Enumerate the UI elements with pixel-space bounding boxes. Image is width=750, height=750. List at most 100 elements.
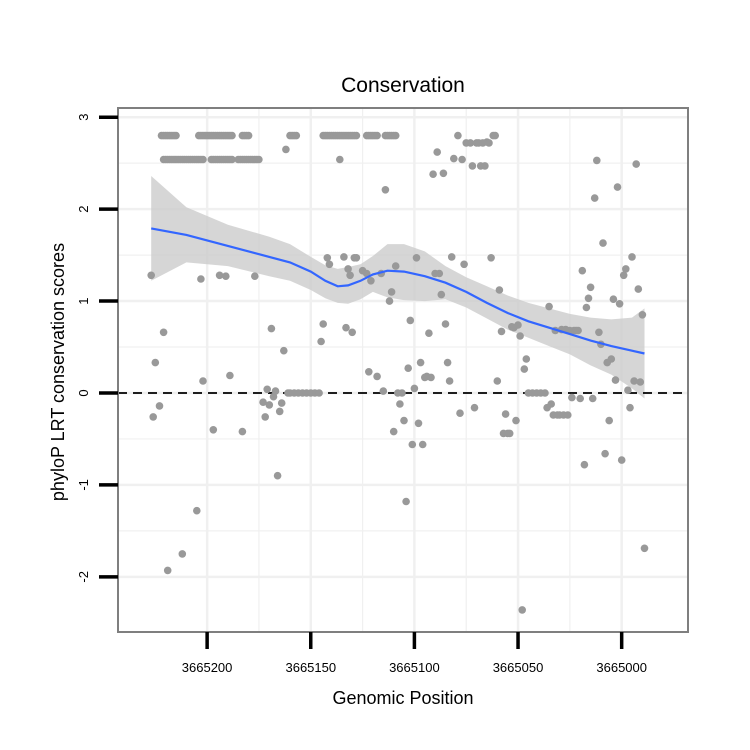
data-point-58 [387,288,396,296]
data-point-43 [342,323,350,332]
x-tick-label-0: 3665200 [182,660,233,675]
x-tick-label-1: 3665150 [285,660,336,675]
data-point-155 [601,449,609,458]
data-point-20 [267,324,276,333]
data-point-144 [578,266,587,275]
data-point-38 [319,320,328,328]
x-axis-label: Genomic Position [332,688,473,708]
data-point-224 [352,131,361,140]
data-point-171 [634,285,643,293]
data-point-159 [609,295,618,304]
data-point-87 [447,253,456,261]
data-point-41 [336,155,344,164]
data-point-236 [391,131,400,140]
data-point-70 [412,253,421,262]
data-point-4 [159,328,168,337]
data-point-7 [193,506,201,515]
data-point-170 [632,160,640,168]
y-tick-label-1: -1 [76,479,91,491]
data-point-59 [389,427,398,436]
data-point-137 [564,411,572,419]
data-point-40 [325,260,334,269]
data-point-52 [367,277,375,285]
data-point-172 [636,378,645,386]
data-point-62 [396,400,404,408]
data-point-76 [425,329,433,338]
data-point-24 [275,407,284,416]
confidence-ribbon [151,176,645,399]
data-point-63 [398,389,406,397]
data-point-11 [215,271,224,280]
data-point-78 [429,170,437,178]
data-point-161 [613,183,622,191]
y-tick-label-5: 3 [76,114,91,121]
data-point-174 [640,544,649,553]
y-tick-label-2: 0 [76,389,91,396]
data-point-85 [443,358,452,367]
data-point-23 [273,471,282,480]
data-point-65 [402,497,410,506]
data-point-3 [155,402,164,410]
data-point-267 [228,155,236,164]
data-point-203 [244,131,253,140]
data-point-10 [209,426,218,434]
data-point-1 [149,413,157,421]
data-point-68 [408,440,417,449]
data-point-147 [584,294,593,303]
data-point-128 [545,302,553,311]
data-point-57 [385,297,394,305]
data-point-199 [228,131,236,140]
data-point-12 [222,272,230,281]
data-point-168 [628,253,636,261]
data-point-96 [470,403,479,412]
data-point-146 [582,303,591,312]
chart-title: Conservation [341,74,465,97]
data-point-106 [491,131,500,140]
data-point-207 [292,131,301,140]
plot-frame [117,107,689,633]
data-point-126 [541,389,549,397]
data-point-67 [406,316,415,325]
grid-lines [118,108,688,632]
data-point-158 [607,355,616,363]
data-point-164 [619,271,628,280]
y-tick-label-4: 2 [76,205,91,212]
data-point-2 [151,358,160,367]
data-point-83 [439,169,448,178]
data-point-142 [574,326,582,335]
data-point-107 [493,377,502,385]
data-point-88 [450,154,458,163]
data-point-256 [199,155,207,164]
data-point-89 [454,131,462,140]
data-point-18 [263,385,272,394]
data-point-152 [595,328,603,337]
data-point-55 [379,387,388,395]
y-tick-label-0: -2 [76,571,91,583]
data-point-90 [456,409,464,418]
data-point-163 [617,456,626,464]
data-point-121 [522,355,531,363]
data-point-104 [487,253,495,262]
data-point-45 [346,271,354,280]
data-point-103 [485,139,493,147]
data-point-117 [514,321,522,329]
data-point-44 [344,265,352,273]
data-point-108 [495,286,504,294]
y-tick-label-3: 1 [76,297,91,304]
data-point-154 [599,239,607,247]
data-point-101 [481,162,489,170]
data-point-86 [445,377,454,385]
data-point-26 [280,346,288,355]
data-point-92 [460,260,468,269]
data-point-14 [238,427,247,436]
data-point-36 [315,389,323,397]
data-point-8 [197,275,205,283]
y-axis-ticks: -2 -1 0 1 2 3 [76,114,118,583]
data-point-182 [172,131,180,140]
data-point-173 [638,311,647,319]
data-point-39 [323,253,332,262]
x-tick-label-4: 3665000 [596,660,647,675]
data-point-42 [340,253,348,261]
data-point-73 [418,440,427,449]
